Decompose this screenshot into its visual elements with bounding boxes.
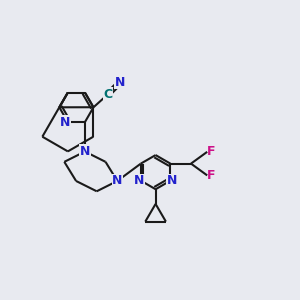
Text: N: N — [112, 175, 122, 188]
Text: N: N — [115, 76, 125, 89]
Text: C: C — [103, 88, 113, 100]
Text: F: F — [207, 145, 216, 158]
Text: N: N — [134, 174, 145, 187]
Text: N: N — [60, 116, 71, 129]
Text: N: N — [167, 174, 177, 187]
Text: N: N — [80, 145, 90, 158]
Text: F: F — [207, 169, 216, 182]
